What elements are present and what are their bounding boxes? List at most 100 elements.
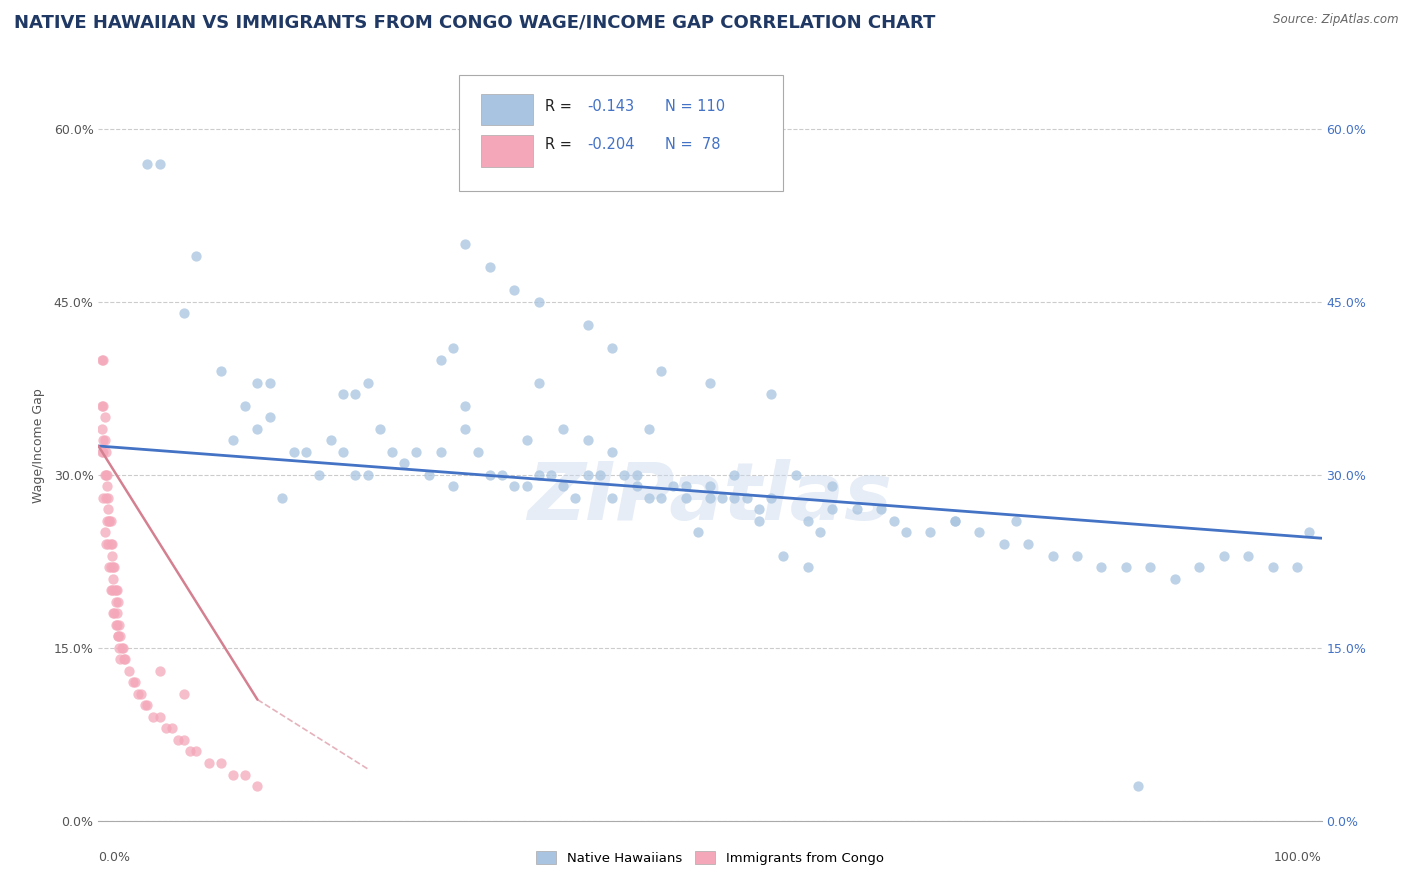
Point [103, 583, 125, 598]
Point [515, 479, 537, 493]
Point [167, 733, 190, 747]
Point [650, 364, 672, 378]
Point [186, 249, 208, 263]
Point [91, 491, 114, 505]
Point [1164, 572, 1187, 586]
Point [121, 675, 143, 690]
Point [662, 479, 685, 493]
Point [209, 756, 232, 770]
Point [233, 767, 256, 781]
Point [93, 467, 115, 482]
Text: 0.0%: 0.0% [98, 851, 131, 863]
Point [430, 352, 453, 367]
Point [222, 434, 245, 448]
Point [356, 376, 378, 390]
Point [1042, 549, 1064, 563]
Point [149, 710, 172, 724]
Text: 100.0%: 100.0% [1274, 851, 1322, 863]
Point [114, 652, 136, 666]
Text: -0.204: -0.204 [588, 136, 636, 152]
Point [478, 260, 501, 275]
Point [723, 467, 745, 482]
Point [1090, 560, 1112, 574]
Point [761, 387, 783, 401]
Point [772, 549, 794, 563]
Point [785, 467, 807, 482]
Point [503, 479, 526, 493]
Point [142, 710, 165, 724]
Point [270, 491, 294, 505]
Point [209, 364, 232, 378]
Point [626, 467, 648, 482]
Point [160, 722, 183, 736]
Point [105, 617, 128, 632]
Point [98, 514, 121, 528]
Point [1261, 560, 1284, 574]
Point [699, 376, 721, 390]
Text: N =  78: N = 78 [665, 136, 720, 152]
Point [127, 687, 149, 701]
Point [600, 341, 623, 355]
Point [650, 491, 672, 505]
Point [381, 444, 404, 458]
Point [699, 479, 721, 493]
FancyBboxPatch shape [481, 135, 533, 167]
Point [332, 387, 354, 401]
Point [94, 537, 117, 551]
Point [761, 491, 783, 505]
Point [699, 491, 721, 505]
Point [553, 479, 575, 493]
Point [344, 387, 367, 401]
Point [93, 434, 115, 448]
Point [101, 606, 124, 620]
Point [295, 444, 318, 458]
Point [91, 399, 114, 413]
Point [540, 467, 562, 482]
Y-axis label: Wage/Income Gap: Wage/Income Gap [32, 389, 45, 503]
Point [600, 444, 623, 458]
Point [344, 467, 367, 482]
Point [308, 467, 330, 482]
Point [356, 467, 378, 482]
Text: R =: R = [546, 99, 572, 114]
Point [93, 410, 115, 425]
Point [1298, 525, 1320, 540]
Point [1188, 560, 1211, 574]
Point [107, 629, 129, 643]
Point [103, 560, 125, 574]
Point [94, 444, 117, 458]
Point [173, 687, 195, 701]
Point [124, 675, 146, 690]
Point [332, 444, 354, 458]
Point [149, 156, 172, 170]
Point [100, 537, 122, 551]
Point [626, 479, 648, 493]
Point [576, 318, 599, 332]
Point [576, 434, 599, 448]
Point [943, 514, 966, 528]
Point [1212, 549, 1234, 563]
Point [94, 491, 117, 505]
Point [259, 376, 281, 390]
Text: NATIVE HAWAIIAN VS IMMIGRANTS FROM CONGO WAGE/INCOME GAP CORRELATION CHART: NATIVE HAWAIIAN VS IMMIGRANTS FROM CONGO… [14, 13, 935, 31]
Point [723, 491, 745, 505]
Point [129, 687, 152, 701]
Point [735, 491, 758, 505]
Point [100, 514, 122, 528]
Point [97, 537, 120, 551]
Point [136, 156, 159, 170]
Point [103, 606, 125, 620]
Point [107, 594, 129, 608]
Point [155, 722, 177, 736]
Text: -0.143: -0.143 [588, 99, 636, 114]
Point [186, 744, 208, 758]
Point [108, 640, 131, 655]
Point [96, 467, 118, 482]
Point [104, 583, 127, 598]
Point [101, 549, 124, 563]
Point [94, 467, 117, 482]
Text: Source: ZipAtlas.com: Source: ZipAtlas.com [1274, 13, 1399, 27]
Point [993, 537, 1015, 551]
Point [503, 284, 526, 298]
Point [104, 594, 127, 608]
